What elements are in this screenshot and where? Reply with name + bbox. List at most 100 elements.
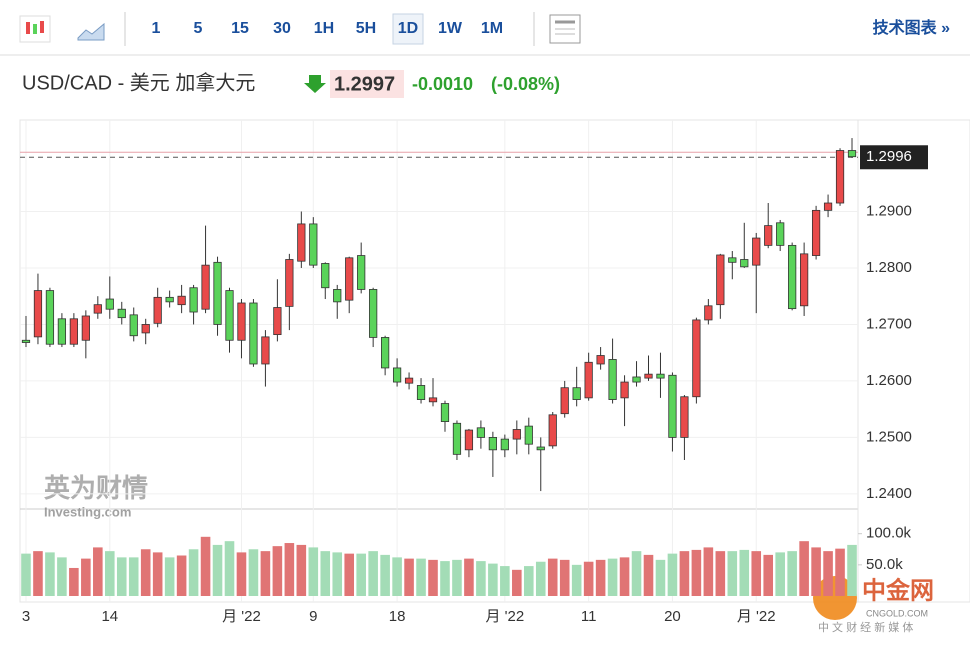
down-arrow xyxy=(304,75,326,93)
interval-button[interactable]: 30 xyxy=(273,20,291,37)
candle-body xyxy=(847,150,857,158)
candle-body xyxy=(788,244,797,310)
volume-bar xyxy=(236,552,247,596)
volume-bar xyxy=(715,551,726,596)
candle-body xyxy=(740,259,749,268)
x-tick-label: 月 '22 xyxy=(222,608,261,625)
candle-body xyxy=(225,290,234,341)
volume-bar xyxy=(248,549,259,596)
candle-body xyxy=(297,223,306,262)
volume-bar xyxy=(404,558,414,596)
x-tick-label: 20 xyxy=(664,608,681,625)
candle-body xyxy=(93,304,102,314)
volume-bar xyxy=(308,547,319,596)
volume-bar xyxy=(320,551,331,596)
candle-body xyxy=(129,314,138,337)
tech-chart-link[interactable]: 技术图表 » xyxy=(873,18,950,37)
candle-body xyxy=(572,387,581,400)
candle-body xyxy=(752,237,761,266)
interval-button[interactable]: 15 xyxy=(231,20,249,37)
candle-body xyxy=(213,261,222,325)
volume-bar xyxy=(57,557,67,596)
title: USD/CAD - 美元 加拿大元 xyxy=(22,70,255,94)
volume-bar xyxy=(691,549,702,596)
candle-body xyxy=(321,263,330,289)
candle-body xyxy=(369,289,378,338)
volume-bar xyxy=(500,566,510,596)
volume-bar xyxy=(428,559,438,596)
y-tick-label: 1.2700 xyxy=(866,315,912,332)
candle-body xyxy=(704,305,713,321)
candle-body xyxy=(333,289,342,303)
last-price-box xyxy=(860,145,928,170)
interval-selected xyxy=(392,13,424,45)
change-pct: (-0.08%) xyxy=(491,74,560,94)
candle-body xyxy=(500,438,509,451)
volume-bar xyxy=(739,549,750,596)
candle-body xyxy=(33,290,43,338)
volume-bar xyxy=(272,546,283,596)
candle-body xyxy=(692,319,701,398)
candle-body xyxy=(656,373,665,379)
interval-button[interactable]: 1W xyxy=(438,20,463,37)
candle-body xyxy=(357,255,366,290)
interval-button[interactable]: 1D xyxy=(398,20,418,37)
candle-body xyxy=(632,376,641,383)
volume-bar xyxy=(212,544,223,596)
candle-body xyxy=(69,318,78,345)
volume-bar xyxy=(811,547,821,596)
volume-bar xyxy=(751,551,762,596)
volume-bar xyxy=(164,557,175,596)
candle-body xyxy=(560,387,569,415)
candle-body xyxy=(668,374,677,438)
volume-bar xyxy=(452,559,462,596)
x-tick-label: 11 xyxy=(581,608,597,625)
candle-body xyxy=(416,385,426,400)
volume-bar xyxy=(631,551,642,596)
logo: 中金网 xyxy=(862,576,934,604)
volume-bar xyxy=(380,554,390,596)
volume-bar xyxy=(176,555,187,596)
last-price-label: 1.2996 xyxy=(866,148,912,165)
candle-body xyxy=(105,298,114,310)
volume-bar xyxy=(440,561,450,596)
candle-body xyxy=(800,253,809,307)
volume-bar xyxy=(763,554,774,596)
y-tick-label: 1.2500 xyxy=(866,428,912,445)
volume-bar xyxy=(535,561,546,596)
volume-bar xyxy=(607,558,618,596)
interval-button[interactable]: 1M xyxy=(481,20,503,37)
interval-button[interactable]: 5H xyxy=(356,20,376,37)
candle-body xyxy=(117,308,126,319)
candle-body xyxy=(608,359,617,400)
y-tick-label: 1.2900 xyxy=(866,202,912,219)
interval-button[interactable]: 1 xyxy=(152,20,161,37)
volume-bar xyxy=(655,559,666,596)
volume-bar xyxy=(128,557,139,596)
x-tick-label: 9 xyxy=(309,608,317,625)
volume-tick-label: 100.0k xyxy=(866,525,912,542)
area-icon[interactable] xyxy=(77,22,105,41)
y-tick-label: 1.2600 xyxy=(866,372,912,389)
candle-body xyxy=(488,437,497,451)
logo-tagline: 中 文 财 经 新 媒 体 xyxy=(818,620,913,634)
volume-bar xyxy=(488,563,498,596)
volume-bar xyxy=(416,558,426,596)
candle-body xyxy=(165,296,174,303)
volume-bar xyxy=(296,544,307,596)
volume-bar xyxy=(727,551,738,596)
x-tick-label: 月 '22 xyxy=(737,608,776,625)
candle-body xyxy=(512,429,521,440)
volume-bar xyxy=(200,536,211,596)
candle-body xyxy=(345,257,354,301)
price-highlight xyxy=(330,70,404,98)
candle-body xyxy=(381,337,390,369)
interval-button[interactable]: 5 xyxy=(194,20,203,37)
candle-body xyxy=(440,403,450,422)
volume-bar xyxy=(679,551,690,596)
volume-bar xyxy=(619,557,630,596)
volume-bar xyxy=(152,552,163,596)
volume-bar xyxy=(140,549,151,596)
interval-button[interactable]: 1H xyxy=(314,20,334,37)
candle-body xyxy=(153,296,162,324)
